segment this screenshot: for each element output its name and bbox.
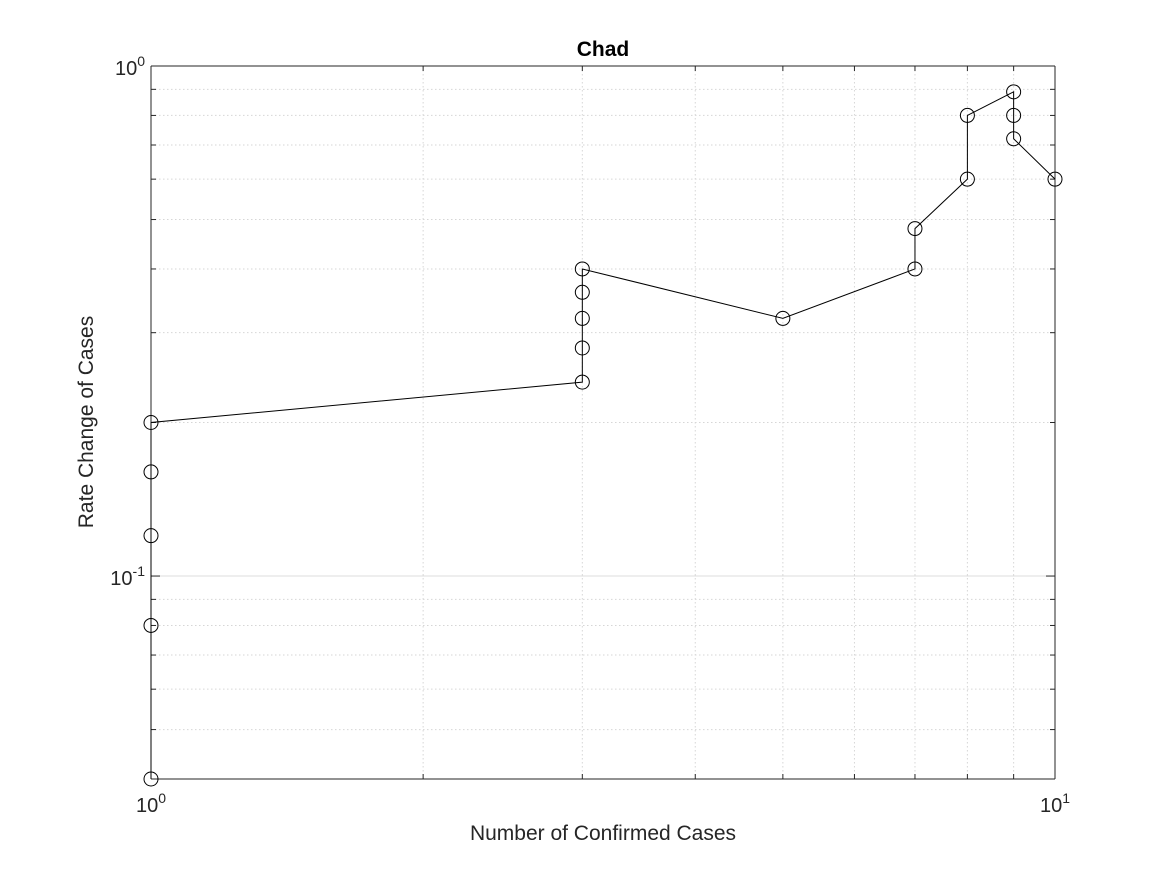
y-tick-label-exponent: -1 <box>133 563 146 579</box>
x-tick-label: 100 <box>136 790 166 817</box>
data-point <box>1006 84 1022 100</box>
data-point <box>143 617 159 633</box>
grid <box>151 65 1055 780</box>
chart-title: Chad <box>577 38 630 61</box>
x-tick-label-base: 10 <box>136 795 158 817</box>
data-point <box>574 261 590 277</box>
x-tick-label: 101 <box>1040 790 1070 817</box>
data-point <box>1006 107 1022 123</box>
data-point <box>143 464 159 480</box>
x-axis-label: Number of Confirmed Cases <box>470 822 736 845</box>
y-tick-label: 100 <box>115 53 145 80</box>
data-point <box>959 107 975 123</box>
data-point <box>907 261 923 277</box>
data-point <box>143 415 159 430</box>
y-tick-label-base: 10 <box>110 568 132 590</box>
data-point <box>574 340 590 356</box>
data-point <box>1006 131 1022 147</box>
data-point <box>775 310 791 326</box>
y-tick-label-exponent: 0 <box>137 53 145 69</box>
series-line <box>150 90 1056 779</box>
data-point <box>907 221 923 237</box>
x-tick-label-exponent: 0 <box>158 790 166 806</box>
data-point <box>574 284 590 300</box>
data-series <box>143 84 1063 787</box>
y-tick-label: 10-1 <box>110 563 145 590</box>
data-point <box>574 374 590 390</box>
y-tick-label-base: 10 <box>115 58 137 80</box>
x-tick-label-exponent: 1 <box>1062 790 1070 806</box>
x-tick-label-base: 10 <box>1040 795 1062 817</box>
data-point <box>574 310 590 326</box>
y-axis-label: Rate Change of Cases <box>75 316 98 528</box>
data-point <box>143 528 159 544</box>
data-point <box>143 771 159 787</box>
data-point <box>1047 171 1063 187</box>
data-point <box>959 171 975 187</box>
